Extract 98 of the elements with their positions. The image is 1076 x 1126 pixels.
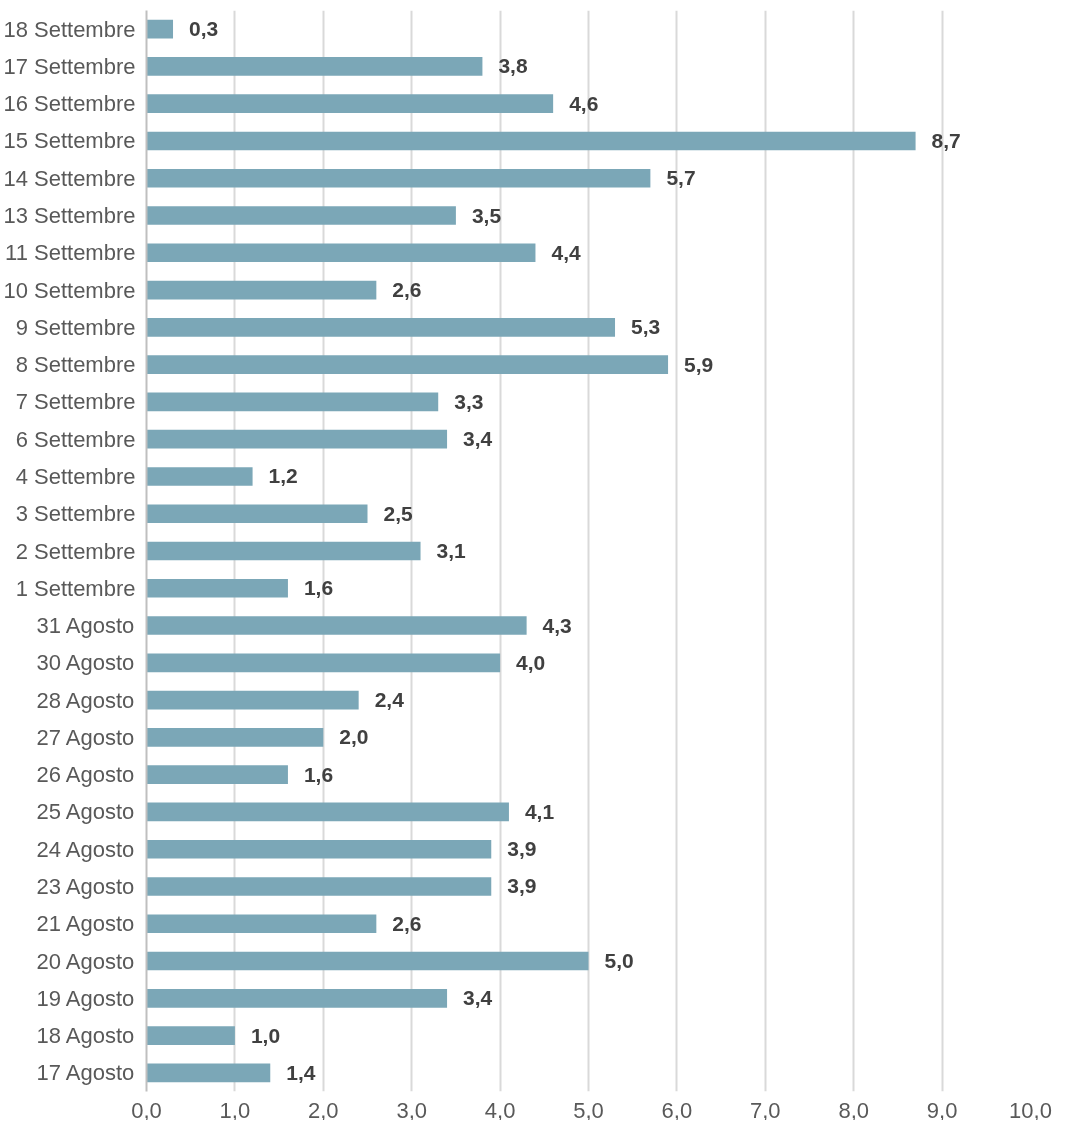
y-tick-label: 2 Settembre bbox=[15, 538, 136, 564]
y-tick-label: 14 Settembre bbox=[3, 165, 136, 191]
data-label: 0,3 bbox=[189, 17, 219, 41]
data-label: 3,3 bbox=[454, 389, 484, 413]
y-tick-label: 6 Settembre bbox=[15, 426, 136, 452]
bar bbox=[146, 988, 448, 1008]
data-label: 1,6 bbox=[303, 576, 334, 600]
bar bbox=[146, 131, 916, 151]
bar bbox=[146, 168, 651, 188]
bar bbox=[146, 541, 421, 561]
bar bbox=[146, 653, 501, 673]
data-label: 8,7 bbox=[931, 128, 961, 152]
bar bbox=[146, 1063, 271, 1083]
y-tick-label: 17 Settembre bbox=[3, 53, 136, 79]
data-label: 3,5 bbox=[471, 203, 502, 227]
data-label: 1,0 bbox=[250, 1023, 281, 1047]
data-label: 4,4 bbox=[551, 240, 581, 264]
bar bbox=[146, 206, 456, 225]
data-label: 5,3 bbox=[631, 315, 661, 339]
bar bbox=[146, 951, 589, 971]
x-tick-label: 1,0 bbox=[219, 1097, 251, 1123]
data-label: 1,2 bbox=[268, 464, 298, 488]
y-tick-label: 24 Agosto bbox=[36, 836, 135, 862]
y-tick-label: 23 Agosto bbox=[36, 873, 135, 899]
bar bbox=[146, 94, 554, 114]
data-label: 1,4 bbox=[286, 1060, 316, 1084]
y-tick-label: 21 Agosto bbox=[36, 911, 135, 937]
y-tick-label: 11 Settembre bbox=[5, 240, 136, 266]
data-label: 4,0 bbox=[516, 650, 546, 674]
y-tick-label: 25 Agosto bbox=[36, 799, 135, 825]
x-tick-label: 9,0 bbox=[926, 1097, 958, 1123]
x-tick-label: 8,0 bbox=[838, 1097, 869, 1123]
y-tick-label: 26 Agosto bbox=[36, 762, 135, 788]
data-label: 2,6 bbox=[392, 911, 422, 935]
bar bbox=[146, 19, 174, 39]
y-tick-label: 3 Settembre bbox=[15, 501, 136, 527]
y-tick-label: 1 Settembre bbox=[15, 575, 136, 601]
data-label: 4,6 bbox=[569, 91, 599, 115]
data-label: 3,8 bbox=[498, 54, 528, 78]
y-tick-label: 15 Settembre bbox=[3, 128, 136, 154]
data-label: 2,5 bbox=[383, 501, 414, 525]
y-tick-label: 10 Settembre bbox=[3, 277, 136, 303]
y-tick-label: 28 Agosto bbox=[36, 687, 135, 713]
y-tick-label: 19 Agosto bbox=[36, 985, 135, 1011]
bar bbox=[146, 280, 377, 300]
data-label: 5,7 bbox=[666, 166, 696, 190]
y-tick-label: 27 Agosto bbox=[36, 724, 135, 750]
bar bbox=[146, 765, 288, 784]
bar bbox=[146, 467, 253, 486]
y-tick-label: 17 Agosto bbox=[36, 1060, 135, 1086]
data-label: 3,9 bbox=[507, 837, 537, 861]
y-tick-label: 7 Settembre bbox=[15, 389, 136, 415]
data-label: 2,4 bbox=[374, 688, 405, 712]
data-label: 5,9 bbox=[684, 352, 714, 376]
x-tick-label: 5,0 bbox=[573, 1097, 604, 1123]
y-tick-label: 16 Settembre bbox=[3, 91, 136, 117]
bar bbox=[146, 728, 324, 747]
bar bbox=[146, 355, 669, 374]
y-tick-label: 31 Agosto bbox=[36, 613, 135, 639]
bar bbox=[146, 578, 288, 598]
data-label: 3,9 bbox=[507, 874, 537, 898]
bar bbox=[146, 616, 527, 635]
data-label: 3,4 bbox=[463, 427, 493, 451]
data-label: 2,6 bbox=[392, 278, 422, 302]
bar bbox=[146, 504, 368, 524]
x-tick-label: 2,0 bbox=[308, 1097, 339, 1123]
bar bbox=[146, 802, 509, 822]
x-tick-label: 7,0 bbox=[750, 1097, 781, 1123]
y-tick-label: 13 Settembre bbox=[3, 203, 136, 229]
data-label: 3,4 bbox=[463, 986, 493, 1010]
x-tick-label: 4,0 bbox=[484, 1097, 516, 1123]
data-label: 5,0 bbox=[604, 949, 634, 973]
data-label: 4,1 bbox=[524, 799, 555, 823]
y-tick-label: 4 Settembre bbox=[15, 463, 136, 489]
data-label: 4,3 bbox=[542, 613, 572, 637]
y-tick-label: 20 Agosto bbox=[36, 948, 135, 974]
bar bbox=[146, 57, 483, 76]
data-label: 2,0 bbox=[339, 725, 369, 749]
bar bbox=[146, 318, 616, 337]
bar bbox=[146, 690, 359, 710]
y-tick-label: 18 Settembre bbox=[3, 16, 136, 42]
bar bbox=[146, 243, 536, 263]
x-tick-label: 3,0 bbox=[396, 1097, 427, 1123]
y-tick-label: 30 Agosto bbox=[36, 650, 135, 676]
bar bbox=[146, 392, 439, 412]
bar bbox=[146, 429, 448, 449]
y-tick-label: 18 Agosto bbox=[36, 1023, 135, 1049]
data-label: 1,6 bbox=[303, 762, 334, 786]
data-label: 3,1 bbox=[436, 539, 467, 562]
bar bbox=[146, 914, 377, 934]
y-tick-label: 9 Settembre bbox=[15, 314, 136, 340]
bar bbox=[146, 839, 492, 859]
bar bbox=[146, 1026, 235, 1045]
y-tick-label: 8 Settembre bbox=[15, 352, 136, 378]
x-tick-label: 10,0 bbox=[1009, 1097, 1052, 1123]
bar bbox=[146, 877, 492, 896]
x-tick-label: 0,0 bbox=[131, 1097, 162, 1123]
x-tick-label: 6,0 bbox=[661, 1097, 693, 1123]
